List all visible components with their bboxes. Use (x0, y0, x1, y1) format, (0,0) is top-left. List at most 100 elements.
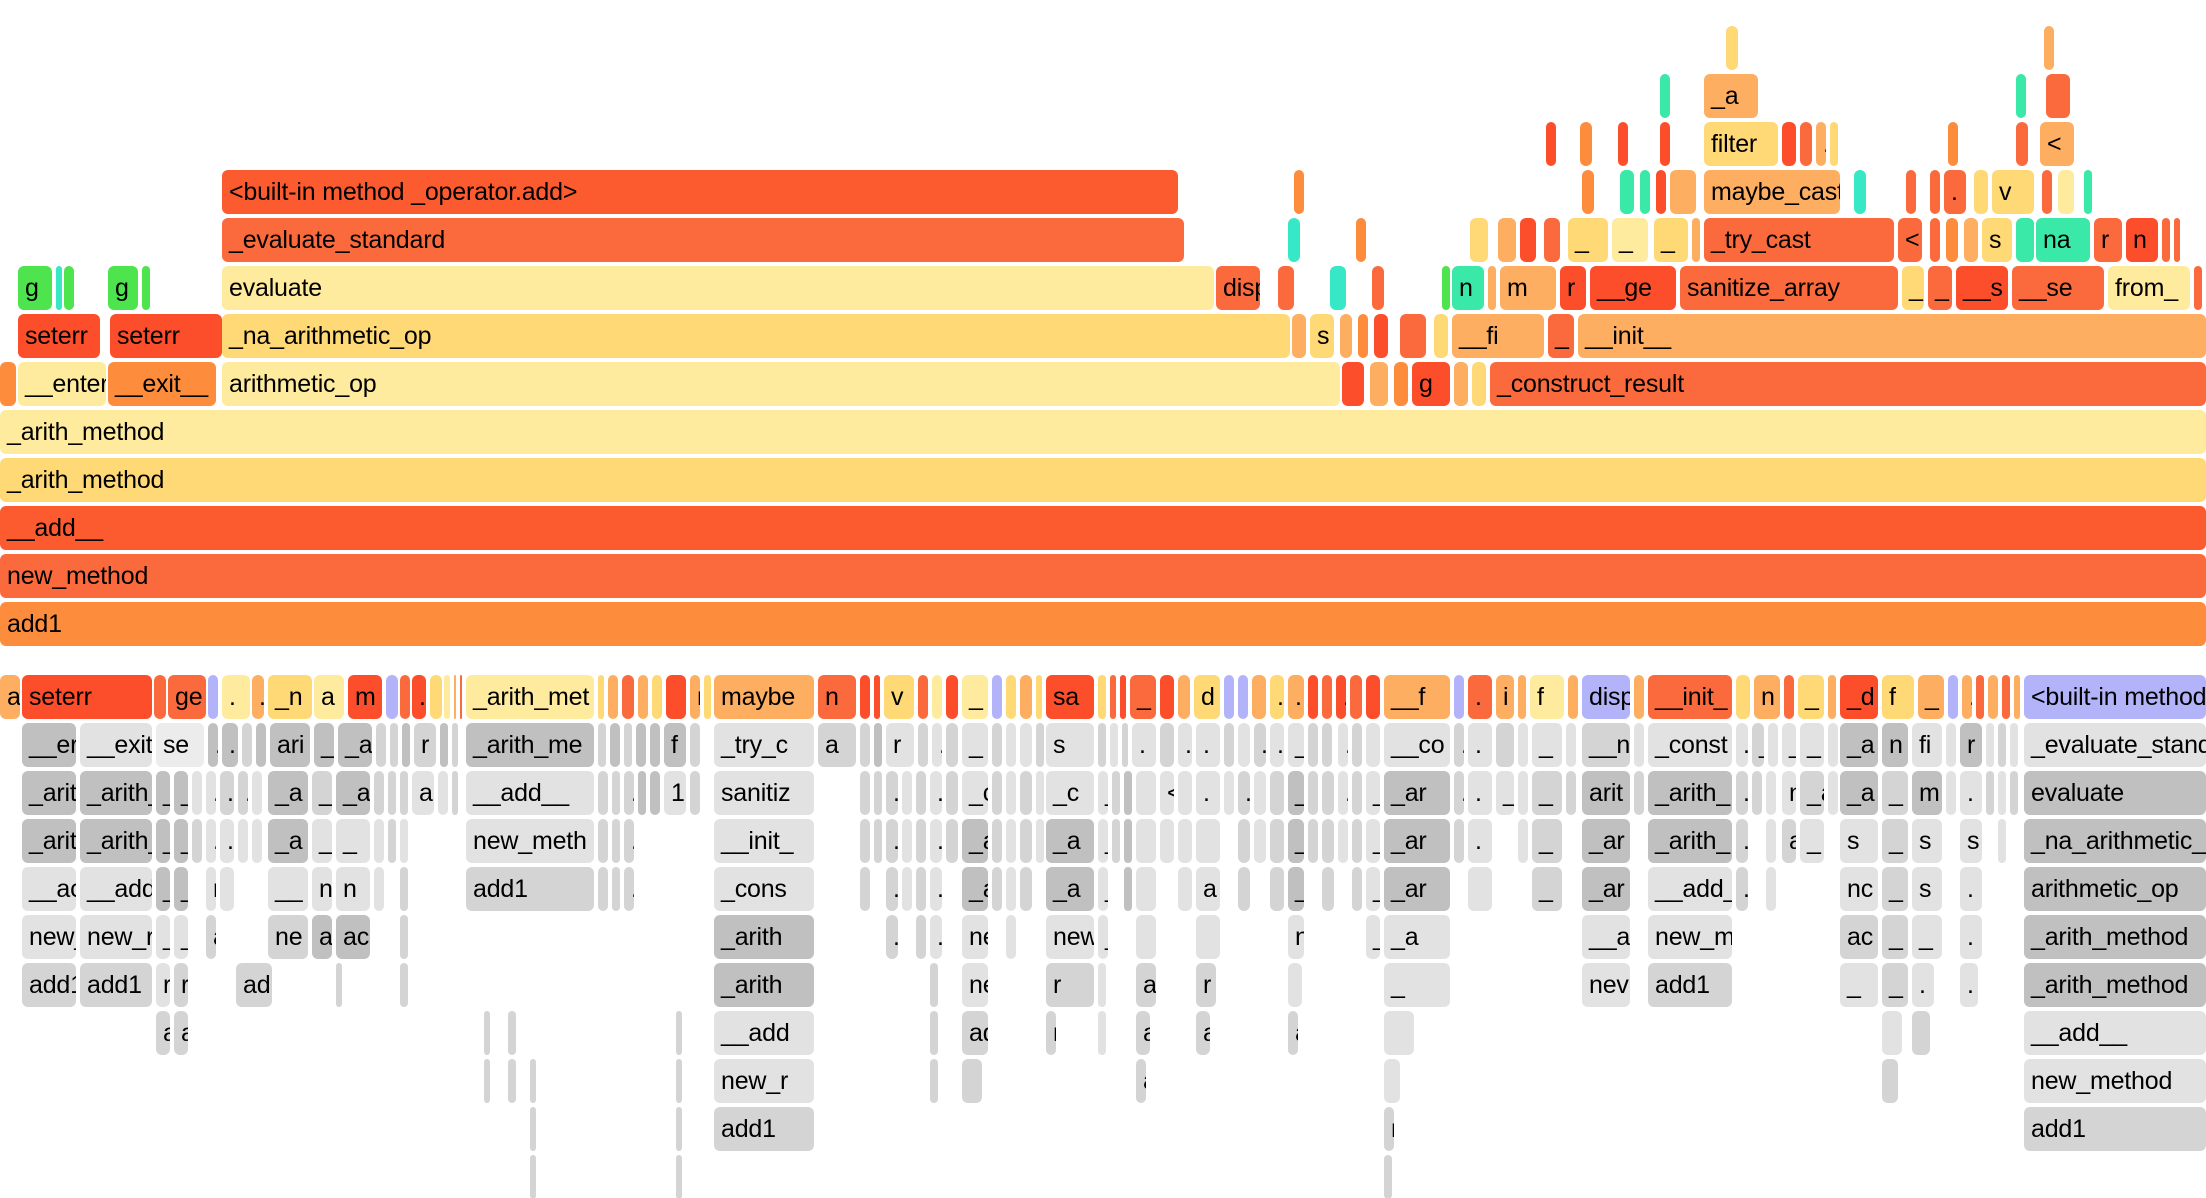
flame-frame[interactable]: __ge (1590, 266, 1676, 310)
flame-frame[interactable]: _ (1840, 963, 1878, 1007)
flame-frame[interactable]: _ar (1288, 771, 1304, 815)
flame-frame[interactable]: __na (1582, 723, 1630, 767)
flame-frame-thin[interactable] (930, 963, 938, 1007)
flame-frame-thin[interactable] (1352, 771, 1362, 815)
flame-frame-thin[interactable] (192, 771, 202, 815)
flame-frame-thin[interactable] (1988, 675, 1998, 719)
flame-frame[interactable]: _ (312, 819, 332, 863)
flame-frame[interactable]: . (886, 915, 898, 959)
flame-frame[interactable]: _ (1098, 915, 1108, 959)
flame-frame[interactable]: _arith_method (2024, 963, 2206, 1007)
flame-frame-thin[interactable] (400, 819, 408, 863)
flame-frame-thin[interactable] (608, 675, 618, 719)
flame-frame-thin[interactable] (652, 675, 662, 719)
flame-frame[interactable]: _ (962, 675, 988, 719)
flame-frame-thin[interactable] (1288, 218, 1300, 262)
flame-frame-thin[interactable] (1098, 1011, 1106, 1055)
flame-frame-thin[interactable] (1112, 771, 1120, 815)
flame-frame-thin[interactable] (1660, 74, 1670, 118)
flame-frame[interactable]: r (1960, 723, 1982, 767)
flame-frame[interactable]: _ (174, 915, 188, 959)
flame-frame-thin[interactable] (622, 675, 634, 719)
flame-frame-thin[interactable] (1136, 867, 1156, 911)
flame-frame-thin[interactable] (1322, 819, 1334, 863)
flame-frame[interactable]: . (1254, 723, 1266, 767)
flame-frame[interactable]: __cc (1288, 723, 1304, 767)
flame-frame-thin[interactable] (1224, 771, 1234, 815)
flame-frame-thin[interactable] (1036, 723, 1044, 767)
flame-frame-thin[interactable] (1112, 819, 1120, 863)
flame-frame[interactable]: . (612, 819, 620, 863)
flame-frame[interactable]: . (1288, 675, 1304, 719)
flame-frame-thin[interactable] (1580, 122, 1592, 166)
flame-frame[interactable]: a (174, 1011, 188, 1055)
flame-frame[interactable]: . (252, 675, 264, 719)
flame-frame-thin[interactable] (508, 1059, 516, 1103)
flame-frame-highlighted[interactable] (1454, 675, 1464, 719)
flame-frame-thin[interactable] (1766, 867, 1776, 911)
flame-frame-thin[interactable] (690, 723, 700, 767)
flame-frame[interactable]: _ (156, 771, 170, 815)
flame-frame[interactable]: _a (1840, 723, 1878, 767)
flame-frame-thin[interactable] (1828, 723, 1838, 767)
flame-frame-thin[interactable] (1670, 170, 1696, 214)
flame-frame[interactable]: _ (1366, 771, 1380, 815)
flame-frame[interactable]: maybe_cast_to (1704, 170, 1840, 214)
flame-frame[interactable]: _ (174, 771, 188, 815)
flame-frame-thin[interactable] (1618, 122, 1628, 166)
flame-frame[interactable]: _ (1366, 867, 1380, 911)
flame-frame-thin[interactable] (1006, 771, 1016, 815)
flame-frame[interactable]: _a (1704, 74, 1758, 118)
flame-frame-thin[interactable] (598, 867, 608, 911)
flame-frame-thin[interactable] (1120, 675, 1126, 719)
flame-frame[interactable]: filter (1704, 122, 1778, 166)
flame-frame-thin[interactable] (466, 915, 594, 959)
flame-frame[interactable]: 1 (664, 771, 686, 815)
flame-frame-thin[interactable] (430, 675, 442, 719)
flame-frame-thin[interactable] (452, 771, 458, 815)
flame-frame[interactable]: _ (1496, 771, 1514, 815)
flame-frame[interactable]: _arith_ (1648, 771, 1732, 815)
flame-frame-thin[interactable] (1006, 915, 1016, 959)
flame-frame-highlighted[interactable]: disp (1582, 675, 1630, 719)
flame-frame[interactable]: a (206, 915, 216, 959)
flame-frame-thin[interactable] (638, 675, 648, 719)
flame-frame[interactable]: _na_arithmetic_op (2024, 819, 2206, 863)
flame-frame-thin[interactable] (530, 1155, 536, 1198)
flame-frame-thin[interactable] (1330, 266, 1346, 310)
flame-frame-thin[interactable] (1752, 771, 1762, 815)
flame-frame-thin[interactable] (374, 771, 384, 815)
flame-frame-thin[interactable] (220, 867, 234, 911)
flame-frame[interactable]: r (690, 675, 700, 719)
flame-frame[interactable]: n (1882, 723, 1908, 767)
flame-frame-thin[interactable] (946, 819, 958, 863)
flame-frame[interactable]: _ (1532, 867, 1562, 911)
flame-frame-thin[interactable] (1946, 218, 1958, 262)
flame-frame-thin[interactable] (1254, 771, 1266, 815)
flame-frame[interactable]: add1 (0, 602, 2206, 646)
flame-frame[interactable]: add1 (22, 963, 76, 1007)
flame-frame[interactable]: ad (962, 1011, 988, 1055)
flame-frame[interactable]: . (1468, 771, 1492, 815)
flame-frame[interactable]: _evaluate_standard (2024, 723, 2206, 767)
flame-frame-thin[interactable] (530, 1107, 536, 1151)
flame-frame-thin[interactable] (946, 771, 958, 815)
flame-frame-thin[interactable] (454, 675, 456, 719)
flame-frame[interactable]: _a (268, 819, 308, 863)
flame-frame-thin[interactable] (1254, 819, 1266, 863)
flame-frame[interactable]: r (2094, 218, 2122, 262)
flame-frame-thin[interactable] (1098, 723, 1106, 767)
flame-frame-thin[interactable] (1964, 218, 1978, 262)
flame-frame[interactable]: _arith_me (466, 723, 594, 767)
flame-frame[interactable]: n (336, 867, 370, 911)
flame-frame-thin[interactable] (2046, 74, 2070, 118)
flame-frame-thin[interactable] (1278, 266, 1294, 310)
flame-frame[interactable]: arithmetic_op (222, 362, 1340, 406)
flame-frame-thin[interactable] (1434, 314, 1448, 358)
flame-frame[interactable]: ac (1840, 915, 1878, 959)
flame-frame[interactable]: _ (1800, 819, 1824, 863)
flame-frame[interactable]: _ (1568, 218, 1608, 262)
flame-frame[interactable]: . (220, 771, 234, 815)
flame-frame[interactable]: r (156, 963, 170, 1007)
flame-frame-thin[interactable] (676, 1011, 682, 1055)
